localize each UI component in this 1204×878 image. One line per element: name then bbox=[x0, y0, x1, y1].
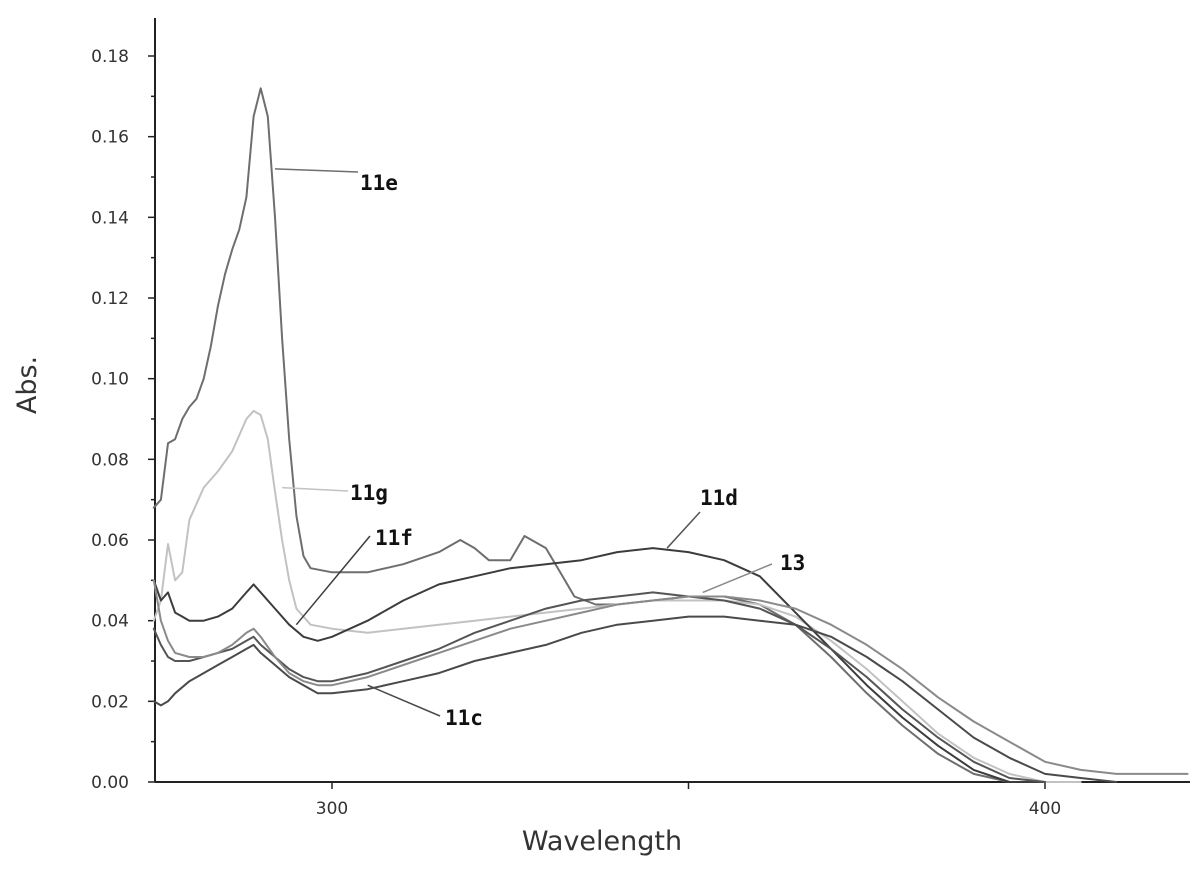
x-axis-title: Wavelength bbox=[522, 826, 682, 857]
annotation-leader-11f bbox=[296, 536, 370, 625]
series-label-11c: 11c bbox=[445, 706, 483, 730]
x-tick-label: 300 bbox=[316, 799, 348, 819]
y-tick-label: 0.06 bbox=[91, 531, 129, 551]
annotation-leader-11d bbox=[667, 512, 700, 548]
annotation-leader-11c bbox=[368, 685, 440, 716]
x-ticks: 300 400 bbox=[316, 782, 1061, 819]
series-label-11e: 11e bbox=[360, 171, 398, 195]
y-ticks: 0.00 0.02 0.04 0.06 0.08 0.10 0.12 0.14 0.16 0.18 bbox=[91, 47, 155, 793]
annotation-leader-11g bbox=[282, 488, 348, 491]
x-tick-label: 400 bbox=[1029, 799, 1061, 819]
series-label-11g: 11g bbox=[350, 481, 388, 505]
series-layer bbox=[154, 88, 1188, 782]
series-label-11f: 11f bbox=[375, 526, 413, 550]
y-axis-title: Abs. bbox=[12, 356, 43, 414]
y-tick-label: 0.02 bbox=[91, 692, 129, 712]
y-tick-label: 0.00 bbox=[91, 773, 129, 793]
annotation-leader-11e bbox=[275, 169, 358, 172]
series-line-11f bbox=[154, 548, 1045, 782]
y-tick-label: 0.08 bbox=[91, 450, 129, 470]
y-tick-label: 0.12 bbox=[91, 289, 129, 309]
series-label-11d: 11d bbox=[700, 486, 738, 510]
series-line-11e bbox=[154, 88, 1045, 782]
y-tick-label: 0.14 bbox=[91, 208, 129, 228]
series-label-13: 13 bbox=[780, 551, 805, 575]
y-tick-label: 0.16 bbox=[91, 128, 129, 148]
y-tick-label: 0.18 bbox=[91, 47, 129, 67]
y-tick-label: 0.10 bbox=[91, 370, 129, 390]
y-tick-label: 0.04 bbox=[91, 612, 129, 632]
